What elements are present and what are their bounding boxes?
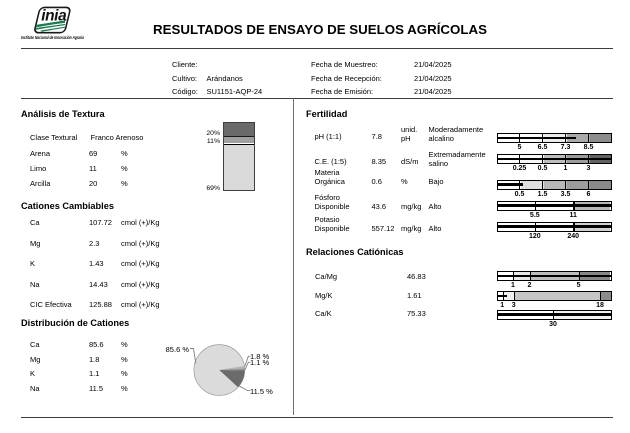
svg-text:inia: inia xyxy=(41,7,67,24)
svg-text:Instituto Nacional de Innovaci: Instituto Nacional de Innovación Agraria xyxy=(21,35,84,40)
